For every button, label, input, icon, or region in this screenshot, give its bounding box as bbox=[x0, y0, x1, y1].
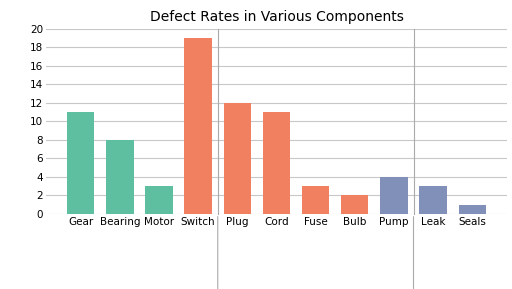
Bar bbox=[419, 186, 447, 214]
Bar bbox=[184, 38, 212, 214]
Bar bbox=[106, 140, 134, 214]
Bar bbox=[302, 186, 329, 214]
Title: Defect Rates in Various Components: Defect Rates in Various Components bbox=[150, 10, 403, 24]
Bar bbox=[224, 103, 251, 214]
Bar bbox=[459, 205, 486, 214]
Bar bbox=[341, 195, 369, 214]
Bar bbox=[145, 186, 173, 214]
Bar bbox=[263, 112, 290, 214]
Bar bbox=[380, 177, 408, 214]
Bar bbox=[67, 112, 94, 214]
